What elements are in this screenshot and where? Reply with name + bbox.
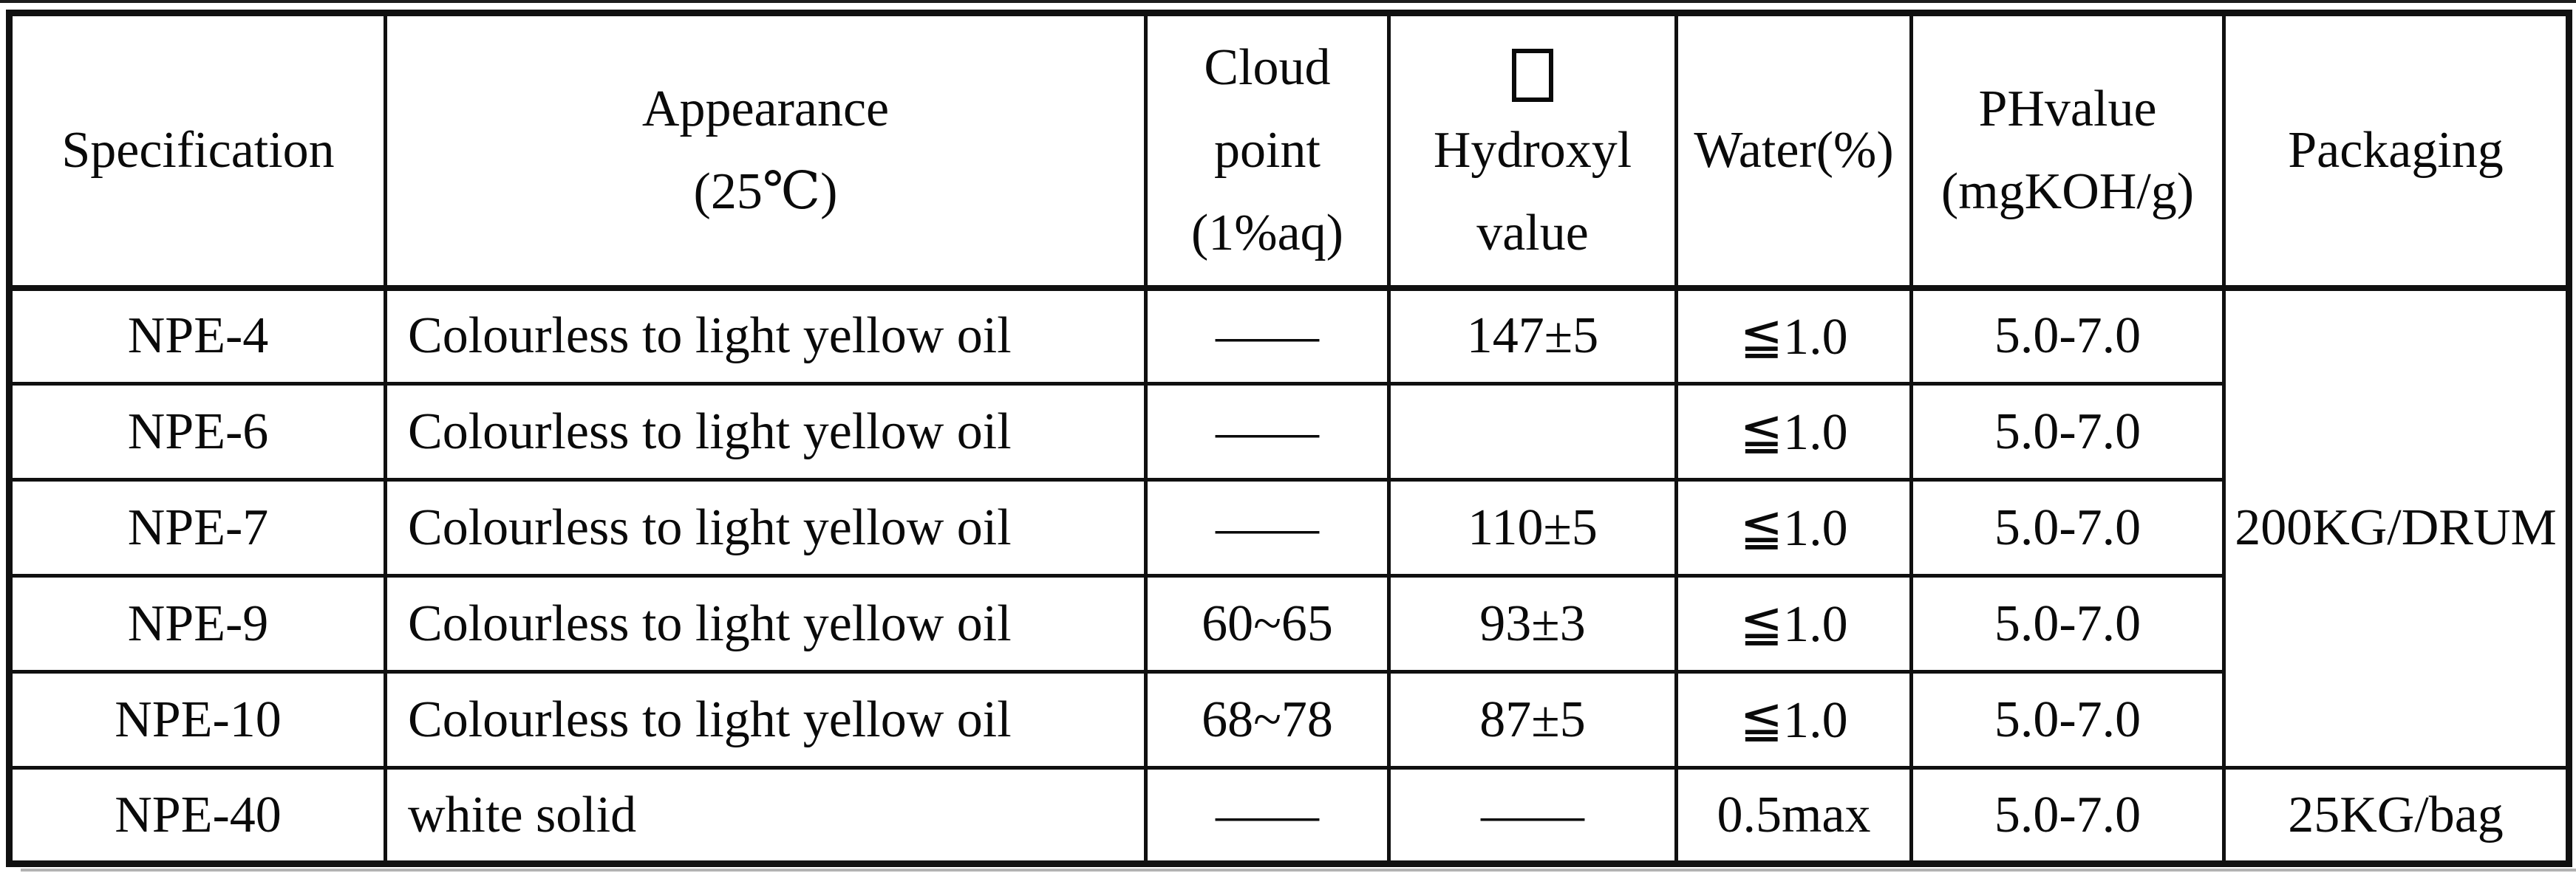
cell-hydroxyl-value: 93±3: [1387, 574, 1678, 674]
cell-spec: NPE-10: [7, 670, 387, 770]
table-row-npe-4: NPE-4 Colourless to light yellow oil —— …: [7, 286, 2571, 770]
cell-spec: NPE-4: [7, 286, 387, 386]
cell-ph: 5.0-7.0: [1909, 574, 2226, 674]
header-water: Water(%): [1674, 11, 1913, 291]
cell-water: ≦1.0: [1674, 286, 1913, 386]
cell-cloud-point: ——: [1144, 382, 1391, 482]
cell-water: ≦1.0: [1674, 478, 1913, 578]
cell-appearance: Colourless to light yellow oil: [384, 574, 1148, 674]
cell-water: ≦1.0: [1674, 382, 1913, 482]
top-edge-rule: [0, 0, 2576, 3]
table-row-npe-10: NPE-10 Colourless to light yellow oil 68…: [7, 670, 2569, 770]
cell-appearance: Colourless to light yellow oil: [384, 382, 1148, 482]
table-row-npe-6: NPE-6 Colourless to light yellow oil —— …: [7, 382, 2569, 482]
cell-ph: 5.0-7.0: [1909, 382, 2226, 482]
cell-packaging-bag: 25KG/bag: [2222, 766, 2571, 866]
cell-appearance: Colourless to light yellow oil: [384, 286, 1148, 386]
table-row-npe-40: NPE-40 white solid —— —— 0.5max 5.0-7.0 …: [7, 766, 2571, 866]
table-row-npe-7: NPE-7 Colourless to light yellow oil —— …: [7, 478, 2569, 578]
cell-hydroxyl-value: 87±5: [1387, 670, 1678, 770]
cell-appearance: Colourless to light yellow oil: [384, 670, 1148, 770]
cell-cloud-point: 60~65: [1144, 574, 1391, 674]
cell-hydroxyl-value: ——: [1387, 766, 1678, 866]
cell-packaging-drum: 200KG/DRUM: [2222, 286, 2571, 770]
cell-cloud-point: ——: [1144, 478, 1391, 578]
cell-spec: NPE-40: [7, 766, 387, 866]
cell-hydroxyl-value: [1387, 382, 1678, 482]
spec-table: Specification Appearance (25℃) Cloud poi…: [6, 10, 2572, 867]
header-row: Specification Appearance (25℃) Cloud poi…: [7, 11, 2571, 291]
cell-ph: 5.0-7.0: [1909, 670, 2226, 770]
cell-cloud-point: 68~78: [1144, 670, 1391, 770]
cell-ph: 5.0-7.0: [1909, 478, 2226, 578]
cell-spec: NPE-9: [7, 574, 387, 674]
cell-water: ≦1.0: [1674, 574, 1913, 674]
cell-appearance: Colourless to light yellow oil: [384, 478, 1148, 578]
header-specification-label: Specification: [61, 122, 335, 179]
cell-hydroxyl-value: 110±5: [1387, 478, 1678, 578]
bottom-edge-rule: [21, 869, 2576, 872]
header-hydroxyl-value: Hydroxyl value: [1387, 11, 1678, 291]
table-row-npe-9: NPE-9 Colourless to light yellow oil 60~…: [7, 574, 2569, 674]
header-cloud-point: Cloud point (1%aq): [1144, 11, 1391, 291]
cell-cloud-point: ——: [1144, 286, 1391, 386]
cell-cloud-point: ——: [1144, 766, 1391, 866]
cell-water: 0.5max: [1674, 766, 1913, 866]
header-ph-value: PHvalue (mgKOH/g): [1909, 11, 2226, 291]
cell-spec: NPE-6: [7, 382, 387, 482]
cell-hydroxyl-value: 147±5: [1387, 286, 1678, 386]
missing-glyph-box-icon: [1512, 48, 1553, 102]
cell-ph: 5.0-7.0: [1909, 286, 2226, 386]
header-appearance: Appearance (25℃): [384, 11, 1148, 291]
cell-spec: NPE-7: [7, 478, 387, 578]
cell-ph: 5.0-7.0: [1909, 766, 2226, 866]
header-packaging: Packaging: [2222, 11, 2571, 291]
cell-water: ≦1.0: [1674, 670, 1913, 770]
cell-appearance: white solid: [384, 766, 1148, 866]
header-specification: Specification: [7, 11, 387, 291]
